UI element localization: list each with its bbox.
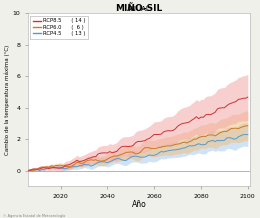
Text: © Agencia Estatal de Meteorología: © Agencia Estatal de Meteorología [3,214,65,218]
Text: ANUAL: ANUAL [127,6,151,12]
Y-axis label: Cambio de la temperatura máxima (°C): Cambio de la temperatura máxima (°C) [4,45,10,155]
X-axis label: Año: Año [132,201,146,209]
Legend: RCP8.5      ( 14 ), RCP6.0      (  6 ), RCP4.5      ( 13 ): RCP8.5 ( 14 ), RCP6.0 ( 6 ), RCP4.5 ( 13… [30,16,88,39]
Title: MIÑO-SIL: MIÑO-SIL [115,4,162,13]
